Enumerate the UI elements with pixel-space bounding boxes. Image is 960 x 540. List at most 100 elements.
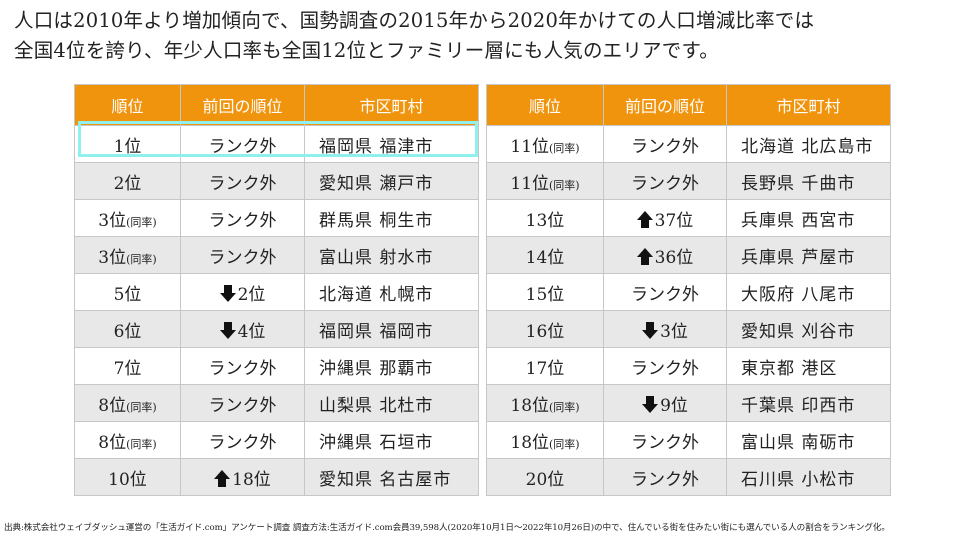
arrow-down-icon [642,321,659,339]
previous-rank-value: ランク外 [631,432,699,453]
header-rank: 順位 [486,84,604,126]
previous-rank-cell: ランク外 [180,384,305,422]
previous-rank-cell: ランク外 [603,347,727,385]
previous-rank-cell: 2位 [180,273,305,311]
rank-cell: 11位(同率) [486,162,604,200]
rank-value: 3位 [98,210,127,231]
table-row: 5位 2位 北海道 札幌市 [74,273,479,311]
previous-rank-value: 3位 [660,321,688,342]
rank-cell: 7位 [74,347,181,385]
rank-cell: 8位(同率) [74,384,181,422]
tie-note: (同率) [126,437,157,451]
rank-cell: 14位 [486,236,604,274]
table-header-row: 順位 前回の順位 市区町村 [74,84,479,126]
rank-cell: 16位 [486,310,604,348]
city-cell: 山梨県 北杜市 [304,384,479,422]
previous-rank-value: ランク外 [631,284,699,305]
tie-note: (同率) [549,141,580,155]
city-cell: 愛知県 刈谷市 [726,310,891,348]
tie-note: (同率) [549,437,580,451]
previous-rank-cell: 18位 [180,458,305,496]
rank-cell: 2位 [74,162,181,200]
city-cell: 富山県 射水市 [304,236,479,274]
rank-cell: 6位 [74,310,181,348]
rank-cell: 10位 [74,458,181,496]
previous-rank-value: ランク外 [631,173,699,194]
previous-rank-value: ランク外 [208,432,277,453]
rank-value: 10位 [108,469,147,490]
rank-cell: 5位 [74,273,181,311]
table-row: 8位(同率) ランク外 山梨県 北杜市 [74,384,479,422]
table-row: 6位 4位 福岡県 福岡市 [74,310,479,348]
previous-rank-value: 36位 [654,247,694,268]
arrow-down-icon [642,395,659,413]
city-cell: 沖縄県 那覇市 [304,347,479,385]
table-row: 16位 3位 愛知県 刈谷市 [486,310,891,348]
previous-rank-value: ランク外 [208,247,277,268]
arrow-down-icon [219,284,236,302]
rank-value: 17位 [525,358,565,379]
previous-rank-cell: ランク外 [180,347,305,385]
previous-rank-value: ランク外 [208,210,277,231]
arrow-up-icon [214,469,231,487]
previous-rank-cell: ランク外 [603,458,727,496]
rank-cell: 15位 [486,273,604,311]
table-row: 11位(同率) ランク外 北海道 北広島市 [486,125,891,163]
previous-rank-value: ランク外 [631,358,699,379]
previous-rank-value: ランク外 [208,358,277,379]
previous-rank-cell: ランク外 [180,162,305,200]
rank-value: 8位 [98,395,127,416]
previous-rank-value: 18位 [232,469,271,490]
previous-rank-value: ランク外 [631,136,699,157]
city-cell: 東京都 港区 [726,347,891,385]
rank-cell: 17位 [486,347,604,385]
previous-rank-cell: ランク外 [603,421,727,459]
rank-value: 1位 [113,136,142,157]
city-cell: 愛知県 名古屋市 [304,458,479,496]
rank-cell: 1位 [74,125,181,163]
previous-rank-cell: 4位 [180,310,305,348]
rank-value: 18位 [510,395,550,416]
rank-value: 8位 [98,432,127,453]
city-cell: 北海道 札幌市 [304,273,479,311]
tie-note: (同率) [126,400,157,414]
tie-note: (同率) [549,400,580,414]
tie-note: (同率) [549,178,580,192]
previous-rank-value: ランク外 [631,469,699,490]
rank-value: 11位 [510,136,550,157]
city-cell: 福岡県 福岡市 [304,310,479,348]
tie-note: (同率) [126,252,157,266]
source-footnote: 出典:株式会社ウェイブダッシュ運営の「生活ガイド.com」アンケート調査 調査方… [4,523,890,533]
rank-value: 5位 [113,284,142,305]
table-row: 13位 37位 兵庫県 西宮市 [486,199,891,237]
previous-rank-cell: 9位 [603,384,727,422]
rank-cell: 13位 [486,199,604,237]
rank-cell: 20位 [486,458,604,496]
table-row: 20位 ランク外 石川県 小松市 [486,458,891,496]
previous-rank-cell: ランク外 [180,236,305,274]
city-cell: 石川県 小松市 [726,458,891,496]
table-row: 3位(同率) ランク外 群馬県 桐生市 [74,199,479,237]
previous-rank-cell: ランク外 [603,125,727,163]
table-row: 10位 18位 愛知県 名古屋市 [74,458,479,496]
previous-rank-cell: ランク外 [180,125,305,163]
city-cell: 富山県 南砺市 [726,421,891,459]
table-row: 11位(同率) ランク外 長野県 千曲市 [486,162,891,200]
tie-note: (同率) [126,215,157,229]
previous-rank-cell: ランク外 [603,273,727,311]
city-cell: 愛知県 瀬戸市 [304,162,479,200]
table-row: 7位 ランク外 沖縄県 那覇市 [74,347,479,385]
rank-value: 11位 [510,173,550,194]
previous-rank-cell: ランク外 [180,199,305,237]
table-row: 8位(同率) ランク外 沖縄県 石垣市 [74,421,479,459]
previous-rank-value: ランク外 [208,173,277,194]
ranking-table-right: 順位 前回の順位 市区町村 11位(同率) ランク外 北海道 北広島市 11位(同率)… [486,84,891,496]
rank-cell: 3位(同率) [74,199,181,237]
table-row: 18位(同率) 9位 千葉県 印西市 [486,384,891,422]
table-row: 15位 ランク外 大阪府 八尾市 [486,273,891,311]
header-city: 市区町村 [304,84,479,126]
table-header-row: 順位 前回の順位 市区町村 [486,84,891,126]
rank-cell: 3位(同率) [74,236,181,274]
arrow-up-icon [636,210,653,228]
header-rank: 順位 [74,84,181,126]
